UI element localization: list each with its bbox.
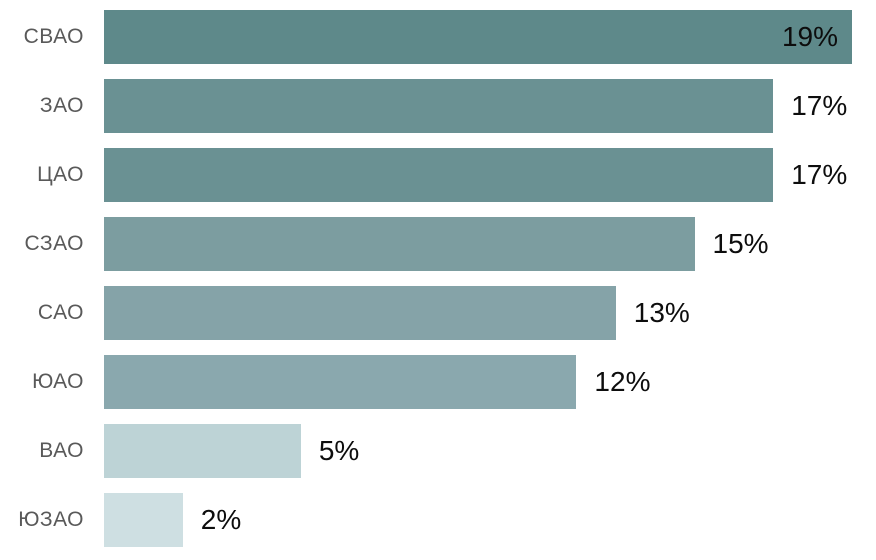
bar-track: 17%	[104, 79, 852, 133]
category-label: СЗАО	[24, 232, 84, 255]
bar-track: 17%	[104, 148, 852, 202]
value-label: 13%	[633, 297, 690, 328]
category-label: ЦАО	[37, 163, 84, 186]
bar	[104, 424, 301, 478]
category-label: ЮАО	[32, 370, 84, 393]
bar: 19%	[104, 10, 852, 64]
chart-row: СВАО 19%	[0, 10, 876, 64]
bar-track: 19%	[104, 10, 852, 64]
value-label: 5%	[318, 435, 360, 466]
bar-track: 13%	[104, 286, 852, 340]
value-label: 17%	[791, 159, 848, 190]
bar	[104, 79, 774, 133]
bar	[104, 148, 774, 202]
category-label: СВАО	[23, 25, 84, 48]
bar	[104, 217, 695, 271]
value-label: 19%	[781, 21, 838, 52]
chart-row: ВАО 5%	[0, 424, 876, 478]
value-label: 15%	[712, 228, 769, 259]
category-label: ЗАО	[39, 94, 84, 117]
chart-row: ЮЗАО 2%	[0, 493, 876, 547]
value-label: 2%	[200, 504, 242, 535]
chart-row: СЗАО 15%	[0, 217, 876, 271]
chart-row: САО 13%	[0, 286, 876, 340]
chart-row: ЮАО 12%	[0, 355, 876, 409]
bar	[104, 355, 577, 409]
bar-track: 15%	[104, 217, 852, 271]
category-label: ЮЗАО	[18, 508, 84, 531]
bar	[104, 286, 616, 340]
bar-track: 2%	[104, 493, 852, 547]
value-label: 17%	[791, 90, 848, 121]
bar	[104, 493, 183, 547]
bar-track: 5%	[104, 424, 852, 478]
value-label: 12%	[594, 366, 651, 397]
chart-row: ЦАО 17%	[0, 148, 876, 202]
bar-track: 12%	[104, 355, 852, 409]
chart-row: ЗАО 17%	[0, 79, 876, 133]
category-label: САО	[37, 301, 84, 324]
category-label: ВАО	[39, 439, 84, 462]
